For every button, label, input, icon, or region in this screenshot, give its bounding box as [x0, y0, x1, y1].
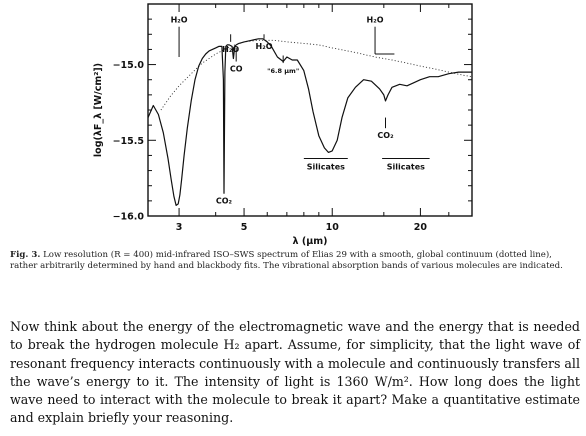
- y-axis-label: log(λF_λ [W/cm²]): [93, 63, 104, 157]
- plot-frame: [147, 3, 473, 217]
- axis-ticks: [148, 3, 473, 217]
- y-tick-label: −16.0: [113, 212, 145, 223]
- band-label: CO: [230, 65, 243, 74]
- spectrum-figure: −16.0 −15.5 −15.0 3 5 10 20 H₂O H₂O H₂O H₂O CO "6.…: [93, 3, 473, 247]
- x-tick-label: 3: [176, 222, 183, 233]
- figure-caption: Fig. 3. Low resolution (R = 400) mid-inf…: [10, 250, 576, 272]
- spectrum-line: [147, 38, 472, 206]
- x-tick-labels: 3 5 10 20: [176, 222, 428, 233]
- x-tick-label: 10: [326, 222, 340, 233]
- band-annotations: H₂O H₂O H₂O H₂O CO "6.8 μm" CO₂ CO₂ Silicates Sil…: [171, 16, 430, 205]
- band-label: H₂O: [256, 42, 273, 51]
- continuum-dotted-line: [160, 39, 473, 111]
- y-tick-label: −15.0: [113, 60, 145, 71]
- x-axis-label: λ (μm): [293, 236, 328, 247]
- caption-text: Low resolution (R = 400) mid-infrared IS…: [10, 250, 563, 271]
- band-label: CO₂: [377, 131, 394, 140]
- x-tick-label: 20: [414, 222, 428, 233]
- silicates-label: Silicates: [307, 162, 345, 171]
- band-label: "6.8 μm": [267, 67, 299, 75]
- band-label: H₂O: [367, 16, 384, 25]
- x-tick-label: 5: [241, 222, 248, 233]
- y-tick-label: −15.5: [113, 136, 144, 147]
- caption-label: Fig. 3.: [10, 250, 41, 260]
- band-label: H₂O: [171, 16, 188, 25]
- band-label: CO₂: [216, 196, 233, 205]
- silicates-label: Silicates: [387, 162, 425, 171]
- y-tick-labels: −16.0 −15.5 −15.0: [113, 60, 145, 222]
- question-text: Now think about the energy of the electr…: [10, 319, 580, 426]
- band-label: H₂O: [222, 45, 239, 54]
